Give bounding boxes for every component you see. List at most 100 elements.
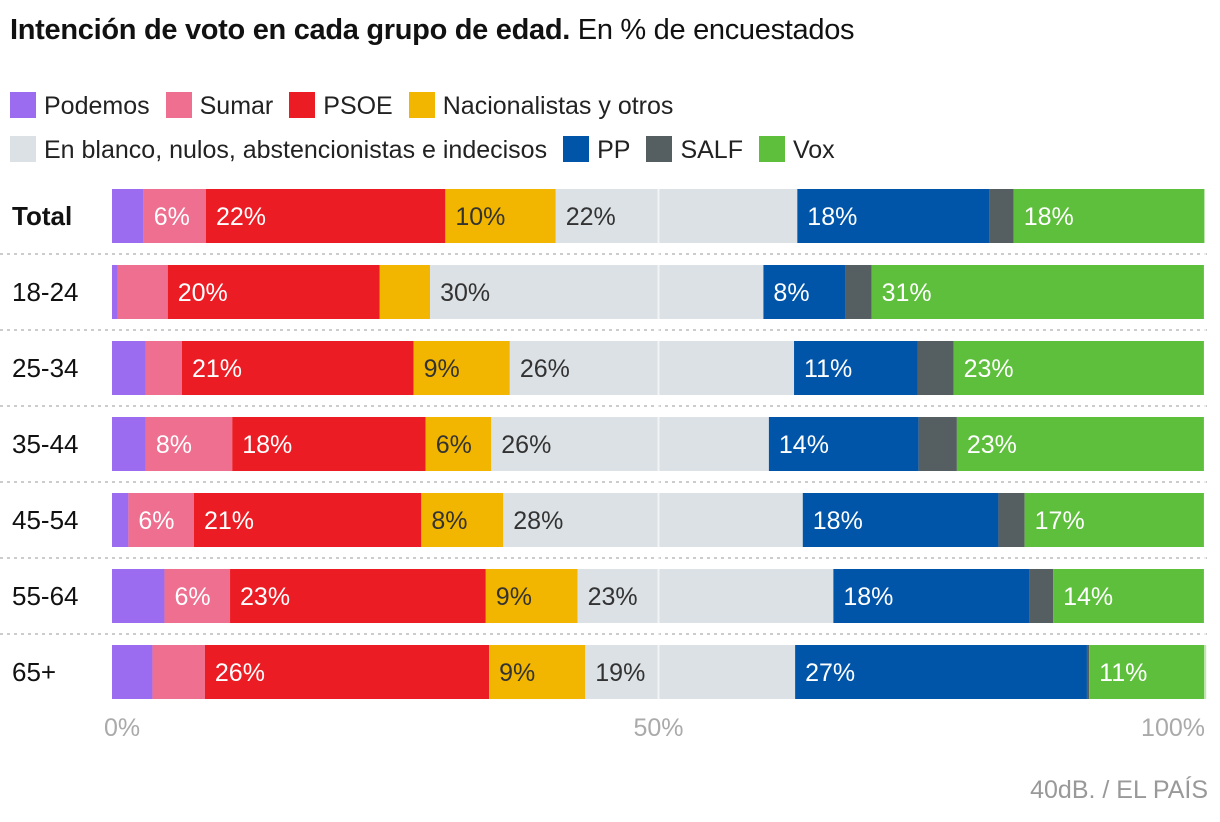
bar-segment	[1013, 189, 1205, 243]
legend-item: Sumar	[165, 84, 273, 128]
data-label: 28%	[513, 507, 563, 535]
bar-segment	[112, 493, 129, 547]
data-label: 27%	[805, 659, 855, 687]
chart-title: Intención de voto en cada grupo de edad.…	[10, 14, 855, 47]
data-label: 8%	[431, 507, 467, 535]
data-label: 6%	[138, 507, 174, 535]
source: 40dB. / EL PAÍS	[1030, 776, 1208, 804]
legend-swatch	[563, 136, 590, 162]
bar-segment	[795, 645, 1087, 699]
legend-item: SALF	[646, 128, 743, 172]
bar-segment	[956, 417, 1204, 471]
data-label: 23%	[588, 583, 638, 611]
bar-segment	[802, 493, 999, 547]
bar-segment	[112, 569, 165, 623]
legend-item: PSOE	[289, 84, 393, 128]
bar-segment	[205, 189, 446, 243]
bar-segment	[871, 265, 1204, 319]
data-label: 8%	[773, 279, 809, 307]
bar-segment	[145, 417, 233, 471]
bar-segment	[845, 265, 872, 319]
bar-segment	[112, 189, 144, 243]
bar-segment	[167, 265, 380, 319]
bar-segment	[430, 265, 764, 319]
data-label: 9%	[424, 355, 460, 383]
bar-segment	[145, 341, 182, 395]
bar-segment	[413, 341, 510, 395]
data-label: 26%	[520, 355, 570, 383]
legend: Podemos Sumar PSOE Nacionalistas y otros En …	[10, 84, 1110, 172]
data-label: 21%	[204, 507, 254, 535]
bar-segment	[1053, 569, 1204, 623]
bar-segment	[425, 417, 492, 471]
legend-label: Vox	[792, 136, 835, 164]
data-label: 31%	[882, 279, 932, 307]
bar-segment	[797, 189, 990, 243]
bar-segment	[112, 417, 146, 471]
legend-swatch	[165, 92, 192, 118]
data-label: 6%	[154, 203, 190, 231]
bar-segment	[232, 417, 426, 471]
data-label: 17%	[1035, 507, 1085, 535]
legend-label: SALF	[680, 136, 743, 164]
data-label: 11%	[804, 355, 852, 383]
data-label: 18%	[242, 431, 292, 459]
legend-label: En blanco, nulos, abstencionistas e inde…	[44, 136, 548, 164]
data-label: 23%	[964, 355, 1014, 383]
bar-segment	[193, 493, 422, 547]
data-label: 6%	[436, 431, 472, 459]
bar-segment	[204, 645, 490, 699]
bar-segment	[143, 189, 206, 243]
bar-segment	[489, 645, 586, 699]
legend-swatch	[289, 92, 316, 118]
data-label: 18%	[813, 507, 863, 535]
bar-segment	[763, 265, 846, 319]
bar-segment	[989, 189, 1014, 243]
bar-segment	[768, 417, 919, 471]
legend-item: Nacionalistas y otros	[408, 84, 674, 128]
legend-swatch	[646, 136, 673, 162]
bar-segment	[555, 189, 798, 243]
legend-label: Nacionalistas y otros	[442, 92, 674, 120]
bar-segment	[152, 645, 205, 699]
legend-item: En blanco, nulos, abstencionistas e inde…	[10, 128, 547, 172]
bar-segment	[509, 341, 795, 395]
legend-label: Podemos	[44, 92, 150, 120]
bar-segment	[917, 341, 954, 395]
x-tick-label: 100%	[1141, 714, 1205, 742]
bar-segment	[181, 341, 414, 395]
bar-segment	[112, 341, 146, 395]
bar-segment	[794, 341, 918, 395]
legend-swatch	[10, 136, 36, 162]
data-label: 9%	[499, 659, 535, 687]
category-label: 18-24	[12, 277, 79, 307]
category-label: 65+	[12, 657, 56, 687]
bar-segment	[1029, 569, 1054, 623]
data-label: 14%	[1063, 583, 1113, 611]
x-tick-label: 50%	[633, 714, 683, 742]
legend-swatch	[10, 92, 36, 118]
legend-item: Podemos	[10, 84, 150, 128]
data-label: 30%	[440, 279, 490, 307]
data-label: 22%	[566, 203, 616, 231]
bar-segment	[128, 493, 194, 547]
category-label: 45-54	[12, 505, 79, 535]
title-bold: Intención de voto en cada grupo de edad.	[10, 14, 571, 46]
data-label: 26%	[501, 431, 551, 459]
bar-segment	[379, 265, 431, 319]
data-label: 19%	[595, 659, 645, 687]
bar-segment	[485, 569, 578, 623]
bar-segment	[1089, 645, 1207, 699]
bar-segment	[585, 645, 796, 699]
bar-segment	[117, 265, 168, 319]
data-label: 9%	[496, 583, 532, 611]
legend-swatch	[408, 92, 435, 118]
bar-segment	[1024, 493, 1204, 547]
data-label: 18%	[1024, 203, 1074, 231]
bar-segment	[491, 417, 769, 471]
bar-segment	[230, 569, 486, 623]
data-label: 6%	[174, 583, 210, 611]
category-label: 25-34	[12, 353, 79, 383]
bar-segment	[112, 645, 153, 699]
